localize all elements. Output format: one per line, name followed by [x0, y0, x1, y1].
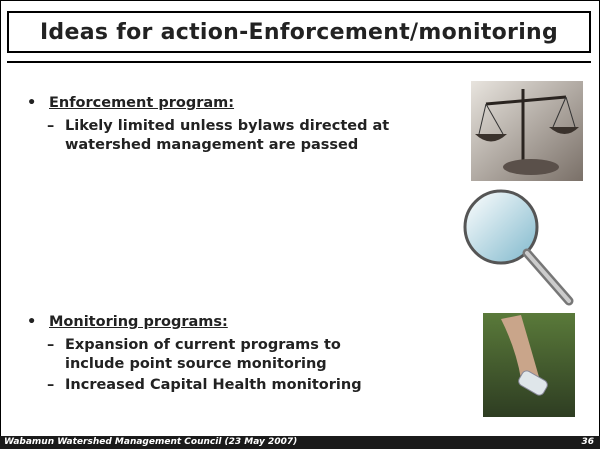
title-box: Ideas for action-Enforcement/monitoring [7, 11, 591, 53]
sub-bullet: Increased Capital Health monitoring [25, 376, 405, 395]
bullet-heading: Enforcement program: [25, 95, 455, 111]
magnifier-image [465, 191, 569, 301]
scales-image [471, 81, 583, 181]
footer: Wabamun Watershed Management Council (23… [0, 436, 600, 449]
footer-text: Wabamun Watershed Management Council (23… [4, 437, 297, 447]
sub-bullet: Likely limited unless bylaws directed at… [25, 117, 405, 155]
section: Monitoring programs: Expansion of curren… [25, 314, 455, 395]
page: Ideas for action-Enforcement/monitoring … [0, 0, 600, 449]
section: Enforcement program: Likely limited unle… [25, 95, 455, 155]
slide-title: Ideas for action-Enforcement/monitoring [9, 20, 589, 45]
page-number: 36 [581, 437, 594, 447]
bullet-heading: Monitoring programs: [25, 314, 455, 330]
hand-bottle-image [483, 313, 575, 417]
slide: Ideas for action-Enforcement/monitoring … [0, 0, 600, 449]
illustrations [461, 79, 586, 419]
sub-bullet: Expansion of current programs to include… [25, 336, 405, 374]
divider [7, 61, 591, 63]
